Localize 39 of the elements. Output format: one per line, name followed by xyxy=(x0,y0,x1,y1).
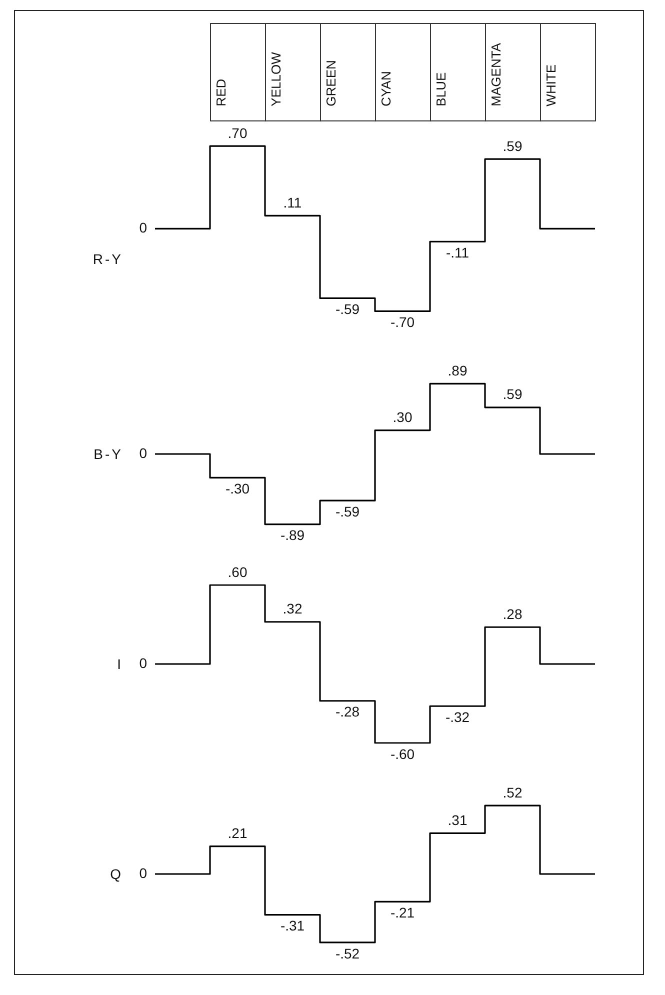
data-label: .21 xyxy=(228,825,248,842)
y-axis-title: I xyxy=(116,656,124,672)
data-label: .70 xyxy=(228,124,248,141)
data-label: -.11 xyxy=(446,244,470,260)
data-label: -.52 xyxy=(335,945,360,962)
data-label: -.59 xyxy=(335,301,360,318)
data-label: -.32 xyxy=(445,708,470,725)
data-label: -.70 xyxy=(390,314,415,330)
annotation: 0 xyxy=(139,654,148,671)
x-tick-label: BLUE xyxy=(433,72,448,106)
data-label: .11 xyxy=(283,194,302,211)
y-axis-title: R-Y xyxy=(92,251,124,267)
annotation: 0 xyxy=(139,864,148,881)
data-label: -.28 xyxy=(335,704,360,720)
data-label: -.21 xyxy=(390,904,415,921)
data-label: -.60 xyxy=(390,746,415,762)
data-label: .30 xyxy=(392,409,412,426)
data-label: .59 xyxy=(502,138,522,154)
annotation: 0 xyxy=(139,220,148,236)
data-label: .28 xyxy=(502,606,522,622)
data-label: .31 xyxy=(448,812,468,828)
data-label: -.30 xyxy=(225,480,250,497)
annotation: 0 xyxy=(139,444,148,461)
data-label: .60 xyxy=(228,564,248,580)
x-tick-label: GREEN xyxy=(323,60,338,106)
y-axis-title: Q xyxy=(109,866,124,882)
data-label: .89 xyxy=(448,362,468,379)
x-tick-label: MAGENTA xyxy=(488,42,504,106)
x-tick-label: RED xyxy=(213,78,228,106)
x-tick-label: WHITE xyxy=(543,64,558,106)
x-tick-label: YELLOW xyxy=(268,51,284,106)
data-label: -.89 xyxy=(280,527,305,544)
x-tick-label: CYAN xyxy=(378,71,394,106)
data-label: -.59 xyxy=(335,503,360,520)
data-label: -.31 xyxy=(280,918,305,934)
data-label: .59 xyxy=(502,386,522,402)
y-axis-title: B-Y xyxy=(92,446,124,462)
data-label: .52 xyxy=(502,784,522,800)
data-label: .32 xyxy=(282,600,302,617)
